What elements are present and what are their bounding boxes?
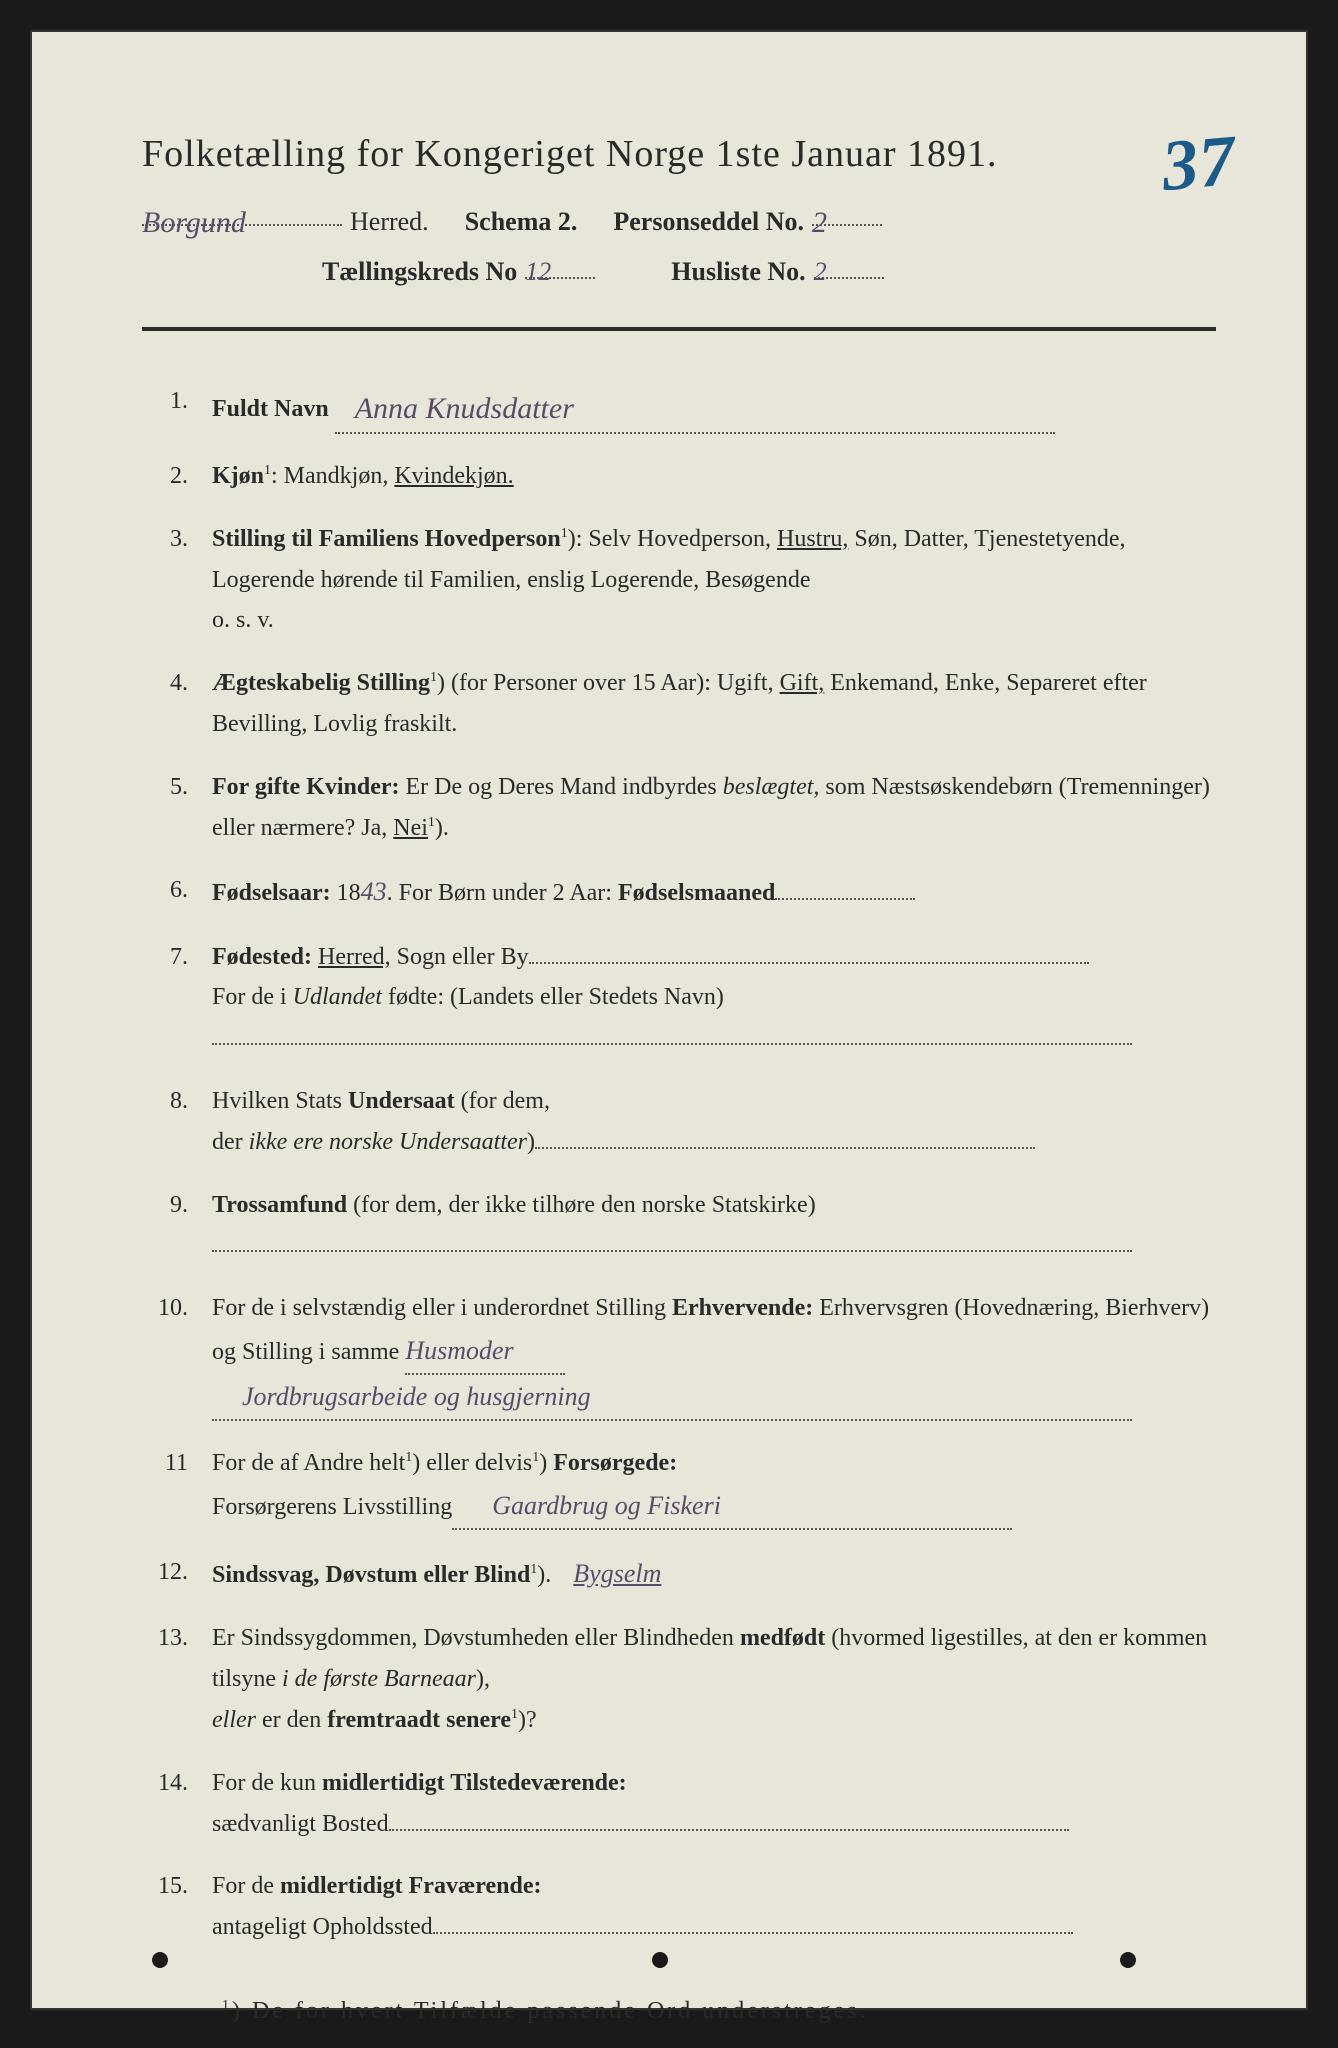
field-4-marital: 4. Ægteskabelig Stilling1) (for Personer… xyxy=(142,663,1216,745)
husliste-value: 2 xyxy=(814,257,827,286)
field-6-birthyear: 6. Fødselsaar: 1843. For Børn under 2 Aa… xyxy=(142,870,1216,914)
page-title: Folketælling for Kongeriget Norge 1ste J… xyxy=(142,132,1216,176)
field-5-kinship: 5. For gifte Kvinder: Er De og Deres Man… xyxy=(142,767,1216,849)
punch-hole-icon xyxy=(652,1952,668,1968)
field-2-sex: 2. Kjøn1: Mandkjøn, Kvindekjøn. xyxy=(142,456,1216,497)
field-12-disability: 12. Sindssvag, Døvstum eller Blind1). By… xyxy=(142,1552,1216,1596)
supporter-value: Gaardbrug og Fiskeri xyxy=(452,1491,721,1520)
punch-hole-icon xyxy=(152,1952,168,1968)
punch-hole-icon xyxy=(1120,1952,1136,1968)
name-value: Anna Knudsdatter xyxy=(335,392,574,425)
birthyear-value: 43 xyxy=(361,877,387,906)
field-14-temp-present: 14. For de kun midlertidigt Tilstedevære… xyxy=(142,1763,1216,1845)
header-row-2: Tællingskreds No 12 Husliste No. 2 xyxy=(142,257,1216,287)
herred-field: Borgund xyxy=(142,204,342,226)
field-9-religion: 9. Trossamfund (for dem, der ikke tilhør… xyxy=(142,1185,1216,1267)
footnote: 1) De for hvert Tilfælde passende Ord un… xyxy=(142,1998,1216,2025)
kreds-field: 12 xyxy=(525,257,595,279)
corner-annotation: 37 xyxy=(1159,119,1240,208)
disability-value: Bygselm xyxy=(557,1559,661,1588)
schema-label: Schema 2. xyxy=(465,207,578,237)
field-10-occupation: 10. For de i selvstændig eller i underor… xyxy=(142,1288,1216,1421)
personseddel-value: 2 xyxy=(812,206,827,239)
field-15-temp-absent: 15. For de midlertidigt Fraværende: anta… xyxy=(142,1866,1216,1948)
field-13-congenital: 13. Er Sindssygdommen, Døvstumheden elle… xyxy=(142,1618,1216,1740)
husliste-field: 2 xyxy=(814,257,884,279)
header-row-1: Borgund Herred. Schema 2. Personseddel N… xyxy=(142,204,1216,237)
occupation-value-2: Jordbrugsarbeide og husgjerning xyxy=(212,1382,591,1411)
field-8-citizenship: 8. Hvilken Stats Undersaat (for dem, der… xyxy=(142,1081,1216,1163)
kreds-value: 12 xyxy=(525,257,551,286)
husliste-label: Husliste No. xyxy=(671,257,805,287)
field-1-name: 1. Fuldt Navn Anna Knudsdatter xyxy=(142,381,1216,434)
field-3-relation: 3. Stilling til Familiens Hovedperson1):… xyxy=(142,519,1216,641)
herred-value: Borgund xyxy=(142,206,246,239)
title-text: Folketælling for Kongeriget Norge 1ste J… xyxy=(142,133,998,175)
personseddel-field: 2 xyxy=(812,204,882,226)
occupation-value-1: Husmoder xyxy=(405,1336,513,1365)
kreds-label: Tællingskreds No xyxy=(322,257,517,287)
personseddel-label: Personseddel No. xyxy=(613,207,804,237)
census-form-page: Folketælling for Kongeriget Norge 1ste J… xyxy=(30,30,1308,2010)
field-11-supported: 11 For de af Andre helt1) eller delvis1)… xyxy=(142,1443,1216,1530)
divider-rule xyxy=(142,327,1216,331)
field-7-birthplace: 7. Fødested: Herred, Sogn eller By For d… xyxy=(142,937,1216,1059)
herred-label: Herred. xyxy=(350,207,429,237)
